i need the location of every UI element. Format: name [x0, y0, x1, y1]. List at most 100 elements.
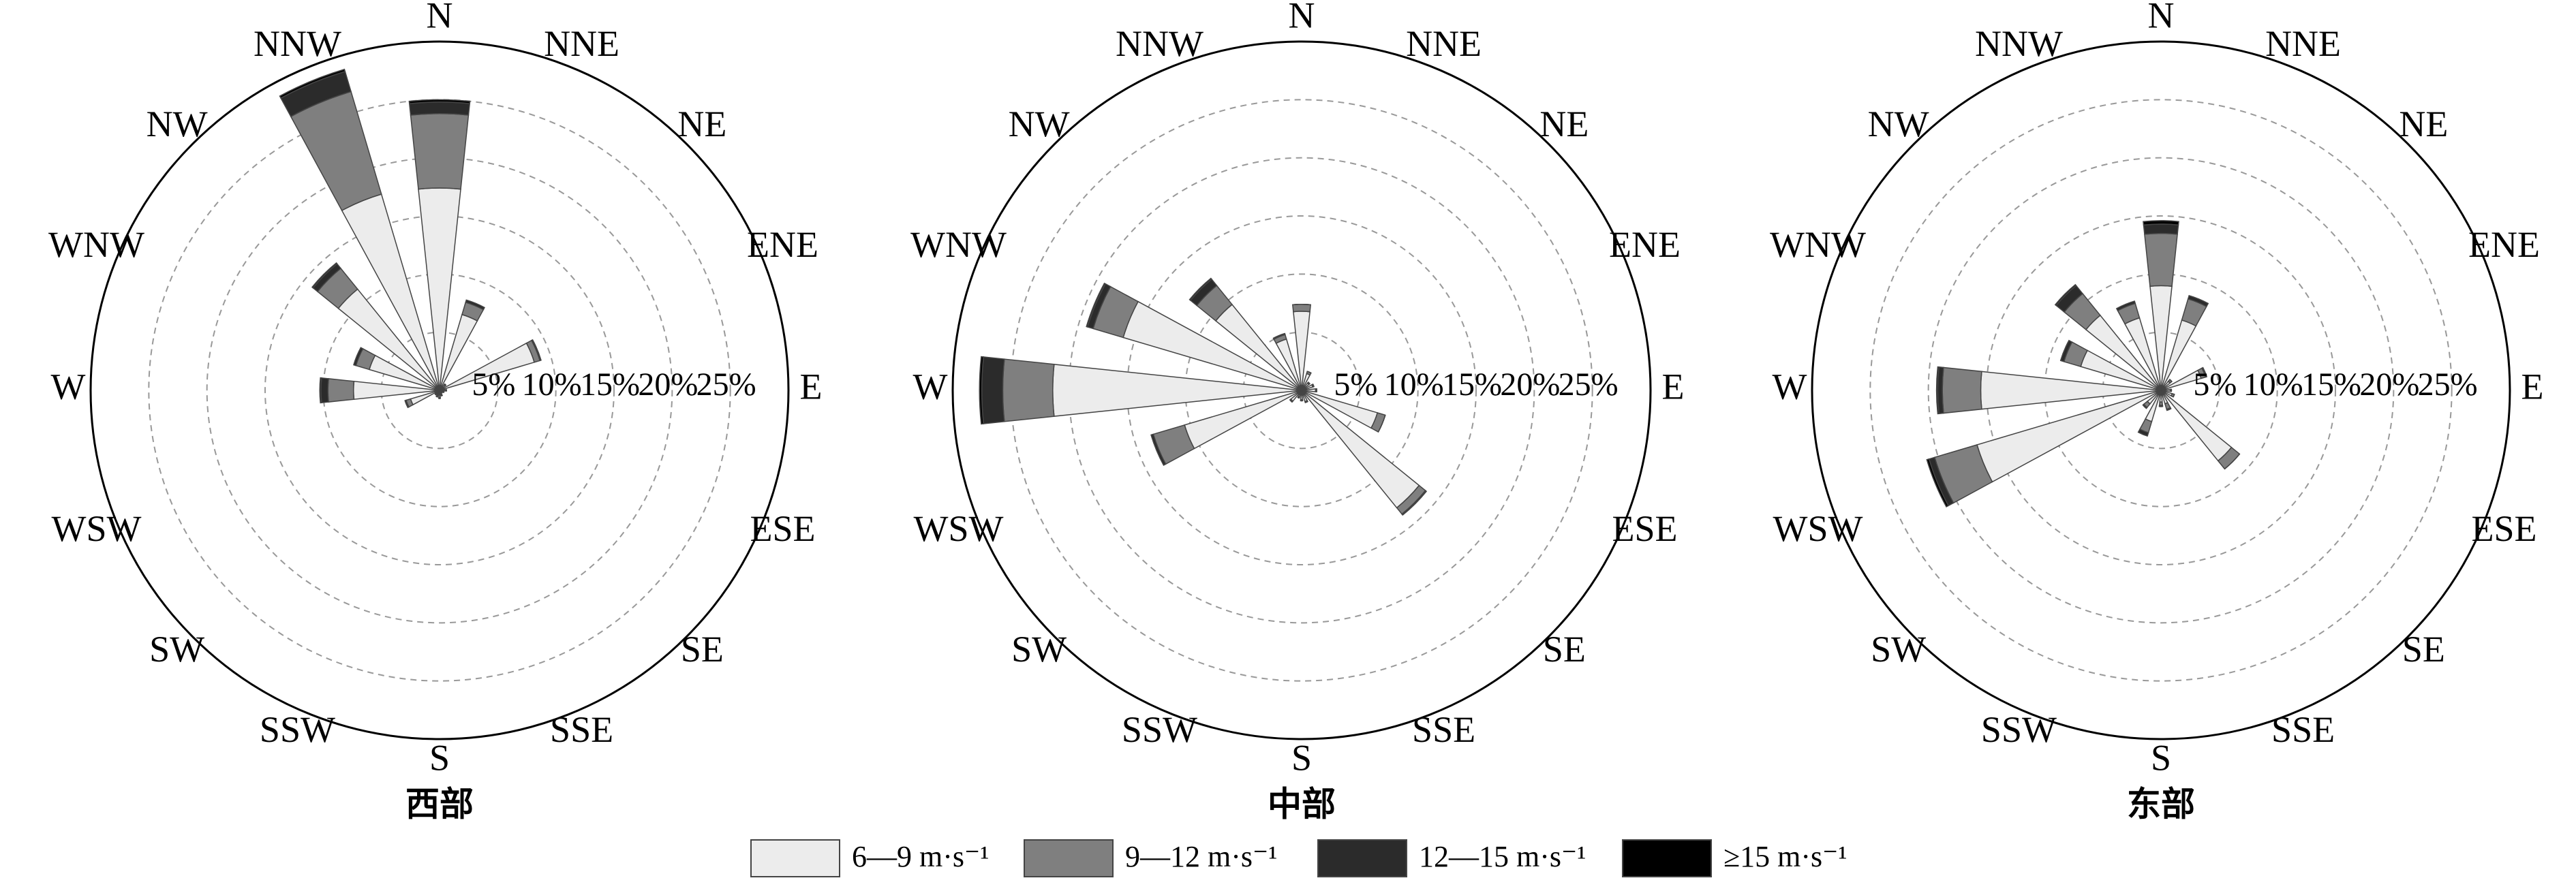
outer-circle — [951, 40, 1652, 740]
direction-label: N — [2148, 0, 2175, 35]
bar-segment — [408, 99, 471, 104]
grid-circle — [1927, 157, 2395, 624]
legend-swatch — [1622, 839, 1712, 877]
bar-segment — [1312, 384, 1315, 387]
bar-segment — [1291, 303, 1312, 313]
direction-label: WNW — [1770, 224, 1866, 265]
direction-label: WSW — [914, 508, 1004, 549]
bar-segment — [1297, 396, 1300, 399]
bar-segment — [441, 394, 443, 396]
direction-label: SW — [149, 629, 204, 670]
bar-segment — [2116, 300, 2135, 309]
bar-segment — [1289, 399, 1293, 403]
legend-swatch — [750, 839, 840, 877]
direction-label: ESE — [2472, 508, 2537, 549]
bar-segment — [2143, 220, 2179, 226]
bar-segment — [327, 378, 355, 403]
chart-title: 东部 — [2127, 785, 2195, 824]
direction-label: E — [1662, 366, 1685, 407]
bar-segment — [1926, 458, 1950, 508]
r-tick-label: 15% — [1442, 366, 1502, 403]
r-tick-label: 20% — [638, 366, 698, 403]
r-tick-label: 25% — [1559, 366, 1619, 403]
r-tick-label: 10% — [2243, 366, 2303, 403]
r-tick-label: 20% — [1500, 366, 1560, 403]
r-tick-label: 5% — [1334, 366, 1377, 403]
bar-segment — [319, 377, 322, 404]
legend: 6—9 m·s⁻¹ 9—12 m·s⁻¹ 12—15 m·s⁻¹ ≥15 m·s⁻¹ — [750, 839, 1847, 877]
direction-label: SSE — [2271, 709, 2335, 750]
direction-label: NW — [147, 104, 208, 144]
direction-label: N — [1289, 0, 1315, 35]
legend-label: ≥15 m·s⁻¹ — [1723, 840, 1847, 873]
direction-label: SW — [1011, 629, 1067, 670]
legend-swatch — [1024, 839, 1114, 877]
wind-rose: 5% 10%15%20%25% N NNE NE ENE E ESE SE SSE S SSW SW WS… — [910, 0, 1684, 824]
direction-label: NW — [1868, 104, 1929, 144]
wind-rose: 5% 10%15%20%25% N NNE NE ENE E ESE SE SSE S SSW SW WS… — [48, 0, 822, 824]
direction-label: NNW — [1975, 23, 2063, 64]
r-tick-label: 15% — [2301, 366, 2361, 403]
direction-label: S — [2151, 737, 2171, 778]
wind-rose: 5% 10%15%20%25% N NNE NE ENE E ESE SE SSE S SSW SW WS… — [1770, 0, 2543, 824]
outer-circle — [1811, 40, 2511, 740]
direction-label: ENE — [747, 224, 818, 265]
direction-label: SSW — [260, 709, 335, 750]
grid-circle — [1869, 99, 2453, 682]
bar-segment — [1086, 282, 1107, 328]
direction-label: ENE — [2468, 224, 2540, 265]
r-tick-label: 25% — [696, 366, 756, 403]
direction-label: SW — [1871, 629, 1926, 670]
direction-label: NNW — [1116, 23, 1203, 64]
direction-label: NNW — [254, 23, 341, 64]
direction-label: ENE — [1609, 224, 1681, 265]
direction-label: SSE — [550, 709, 613, 750]
direction-label: E — [2521, 366, 2544, 407]
legend-label: 9—12 m·s⁻¹ — [1125, 840, 1277, 873]
bar-segment — [1377, 415, 1386, 433]
bar-segment — [1150, 435, 1165, 466]
bar-segment — [2202, 367, 2207, 377]
legend-swatch — [1317, 839, 1407, 877]
r-tick-label: 10% — [1384, 366, 1444, 403]
bar-segment — [320, 377, 329, 404]
direction-label: S — [429, 737, 450, 778]
direction-label: W — [51, 366, 86, 407]
bar-segment — [435, 396, 438, 398]
bar-segment — [1942, 366, 1982, 414]
bar-segment — [1402, 490, 1427, 516]
r-tick-label: 20% — [2359, 366, 2419, 403]
bar-segment — [408, 101, 471, 116]
direction-label: ESE — [750, 508, 816, 549]
r-tick-label: 10% — [522, 366, 582, 403]
direction-label: W — [1773, 366, 1807, 407]
direction-label: NNE — [2265, 23, 2341, 64]
legend-label: 12—15 m·s⁻¹ — [1419, 840, 1586, 873]
direction-label: WSW — [1773, 508, 1863, 549]
bar-segment — [1307, 371, 1312, 374]
legend-label: 6—9 m·s⁻¹ — [852, 840, 989, 873]
direction-label: NE — [677, 104, 726, 144]
r-tick-label: 25% — [2418, 366, 2478, 403]
direction-label: E — [800, 366, 823, 407]
bar-segment — [1292, 303, 1311, 306]
direction-label: S — [1291, 737, 1312, 778]
bar-segment — [2054, 283, 2077, 307]
direction-label: N — [427, 0, 453, 35]
direction-label: NE — [1539, 104, 1589, 144]
bar-segment — [1935, 366, 1939, 415]
direction-label: SSW — [1122, 709, 1197, 750]
direction-label: NE — [2399, 104, 2448, 144]
bar-segment — [2173, 394, 2175, 398]
bar-segment — [279, 68, 346, 99]
bar-segment — [2143, 223, 2179, 235]
bar-segment — [410, 113, 470, 190]
grid-circle — [1068, 157, 1535, 624]
bar-segment — [311, 262, 338, 289]
bar-segment — [981, 356, 1005, 424]
bar-segment — [466, 299, 485, 309]
r-tick-label: 15% — [580, 366, 640, 403]
bar-segment — [2144, 232, 2178, 287]
